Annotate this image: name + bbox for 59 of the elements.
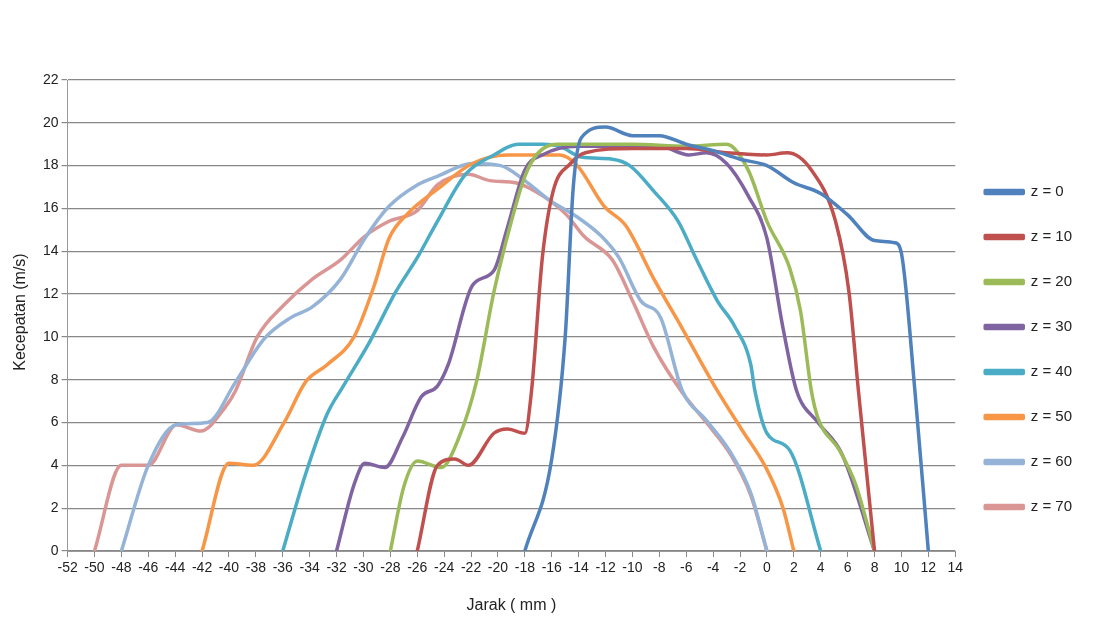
legend-label: z = 70	[1030, 497, 1072, 515]
y-tick-label: 16	[42, 199, 59, 216]
x-tick-label: -50	[84, 559, 105, 576]
y-axis-title: Kecepatan (m/s)	[11, 253, 29, 371]
y-tick-label: 14	[42, 242, 59, 259]
y-tick-label: 4	[50, 456, 59, 473]
x-tick-label: 12	[920, 559, 937, 576]
y-tick-label: 2	[50, 499, 59, 516]
x-tick-label: -22	[460, 559, 482, 576]
x-tick-label: -38	[245, 559, 267, 576]
x-tick-label: -48	[111, 559, 132, 576]
legend-label: z = 10	[1030, 227, 1072, 245]
x-tick-label: -52	[57, 559, 78, 576]
legend-label: z = 30	[1030, 317, 1072, 335]
x-tick-label: 0	[763, 559, 772, 576]
x-tick-label: -28	[380, 559, 401, 576]
line-series	[281, 142, 823, 551]
y-tick-label: 18	[42, 156, 59, 173]
y-tick-label: 10	[42, 327, 59, 344]
x-tick-label: -6	[680, 559, 693, 576]
x-tick-label: 14	[947, 559, 964, 576]
x-tick-label: -40	[218, 559, 240, 576]
x-tick-label: -42	[191, 559, 213, 576]
legend-label: z = 40	[1030, 362, 1072, 380]
x-tick-label: -12	[595, 559, 616, 576]
x-tick-label: -34	[299, 559, 320, 576]
x-tick-label: 4	[816, 559, 825, 576]
x-tick-label: -8	[653, 559, 666, 576]
x-tick-label: -14	[568, 559, 589, 576]
x-tick-label: -16	[541, 559, 563, 576]
x-axis-title: Jarak ( mm )	[466, 595, 557, 613]
x-tick-label: -26	[407, 559, 428, 576]
x-tick-label: -36	[272, 559, 294, 576]
y-tick-label: 20	[42, 113, 59, 130]
y-tick-label: 8	[50, 370, 59, 387]
x-tick-label: 8	[870, 559, 879, 576]
x-tick-label: -24	[434, 559, 455, 576]
y-tick-label: 22	[42, 70, 59, 87]
x-tick-label: -20	[487, 559, 509, 576]
legend-label: z = 20	[1030, 272, 1072, 290]
x-tick-label: -4	[706, 559, 720, 576]
x-tick-label: 10	[893, 559, 910, 576]
y-tick-label: 0	[50, 541, 59, 558]
y-tick-label: 12	[42, 284, 59, 301]
x-tick-label: -2	[733, 559, 747, 576]
x-tick-label: 2	[789, 559, 798, 576]
x-tick-label: -18	[514, 559, 536, 576]
line-series	[200, 153, 796, 551]
legend-label: z = 60	[1030, 452, 1072, 470]
x-tick-label: -10	[622, 559, 643, 576]
x-tick-label: -44	[165, 559, 186, 576]
x-tick-label: -30	[353, 559, 374, 576]
legend-label: z = 0	[1030, 182, 1064, 200]
y-tick-label: 6	[50, 413, 59, 430]
x-tick-label: 6	[843, 559, 852, 576]
x-tick-label: -32	[326, 559, 347, 576]
x-tick-label: -46	[138, 559, 159, 576]
legend-label: z = 50	[1030, 407, 1072, 425]
line-series	[523, 125, 931, 551]
